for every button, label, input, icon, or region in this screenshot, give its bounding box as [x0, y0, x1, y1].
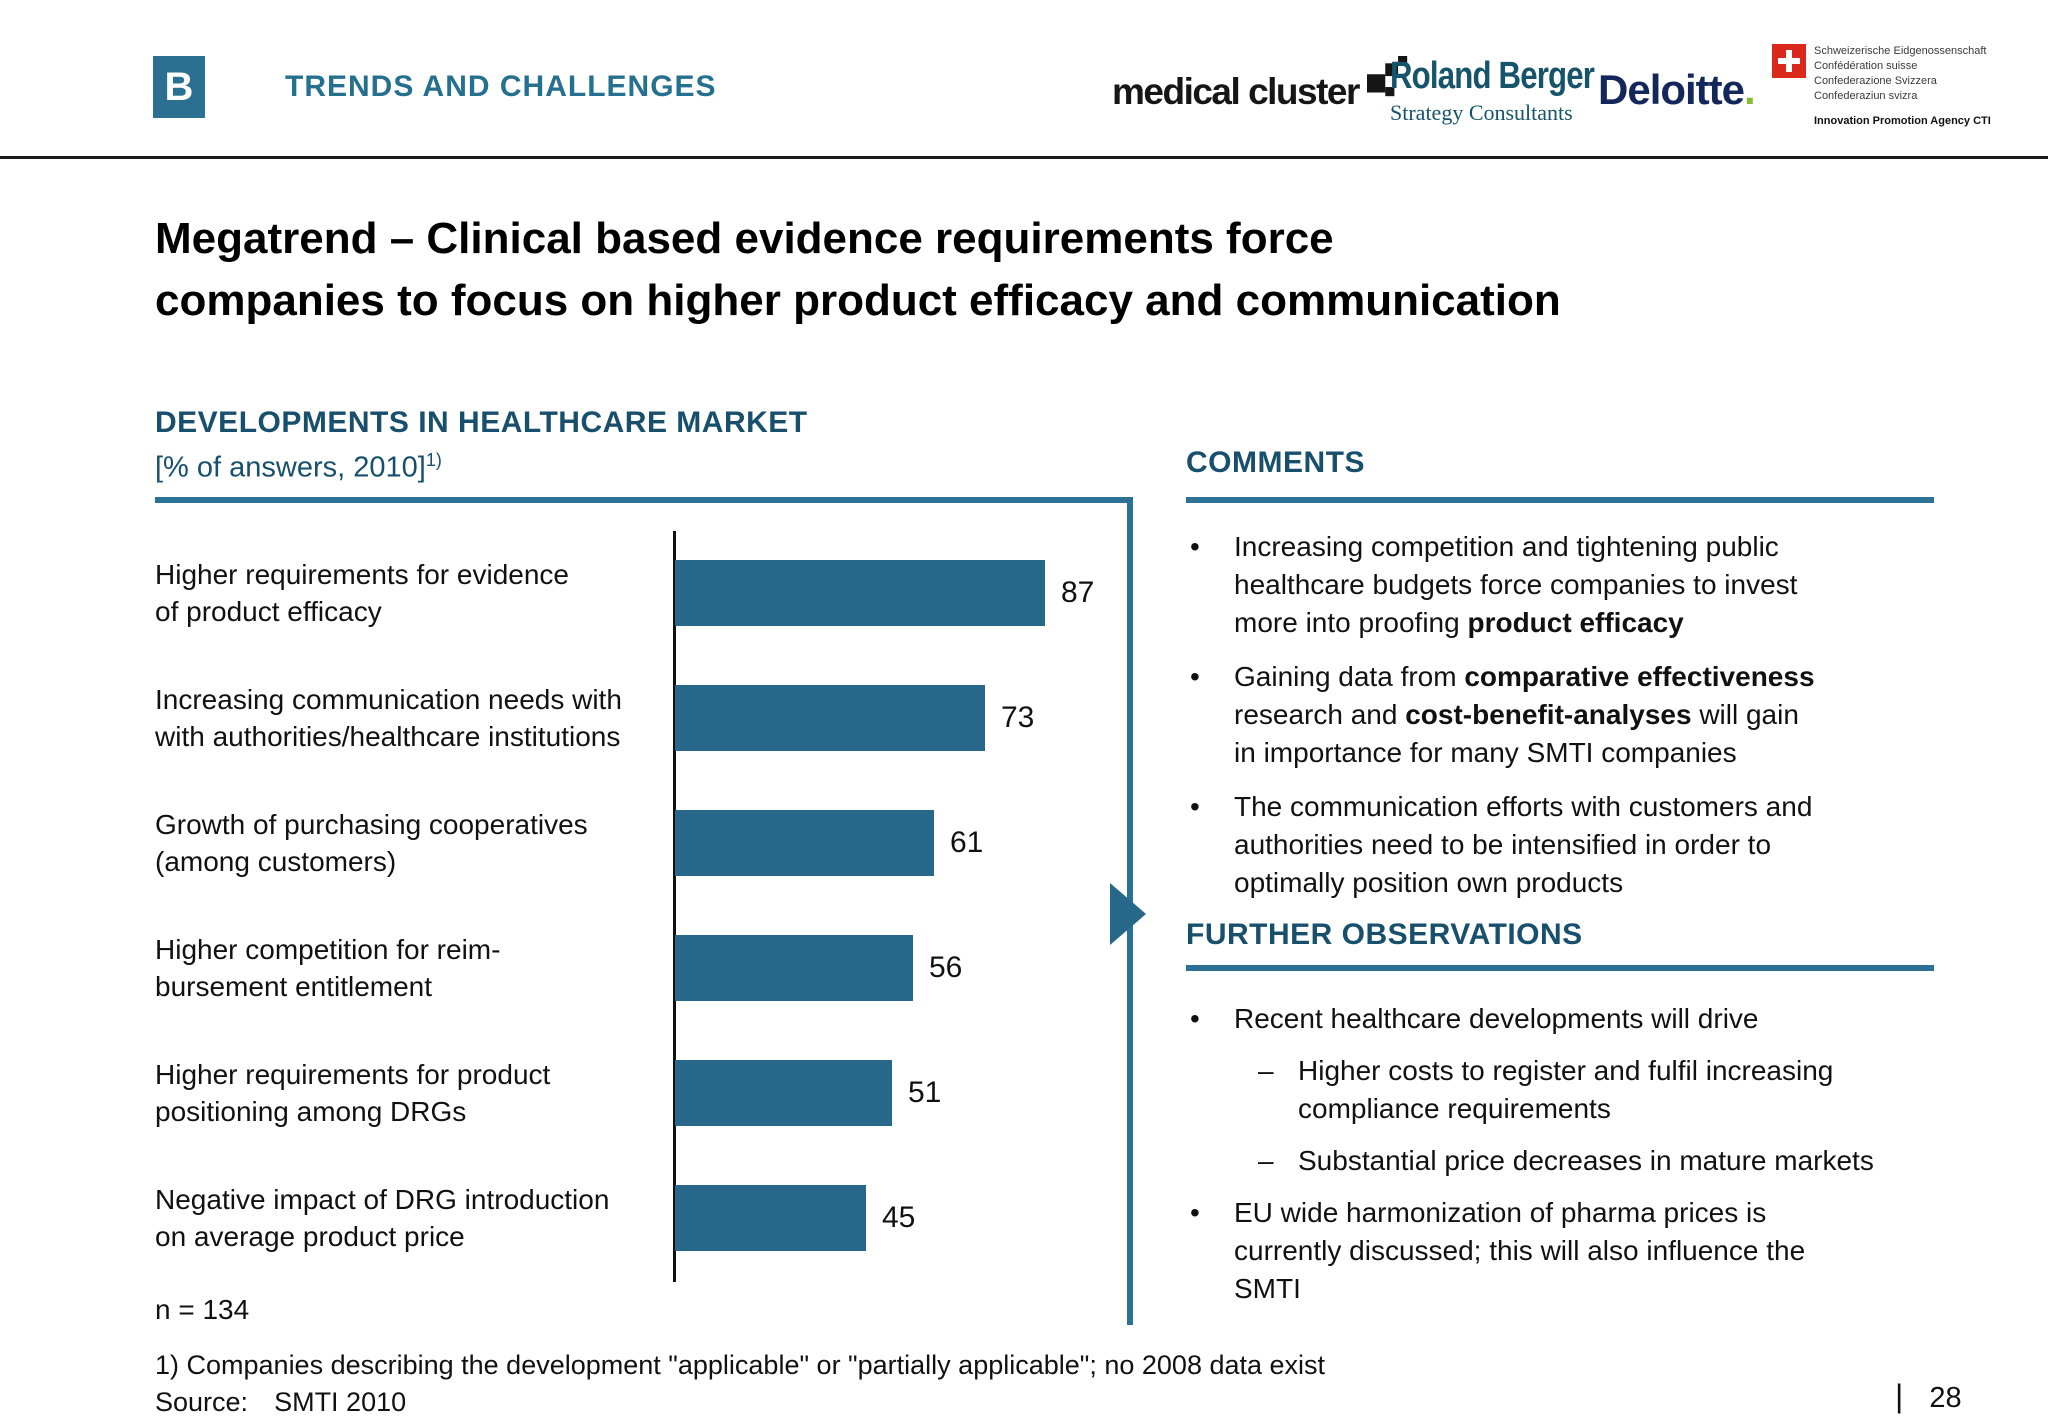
page-title: Megatrend – Clinical based evidence requ…: [155, 214, 1561, 325]
swiss-confederation-logo: Schweizerische Eidgenossenschaft Confédé…: [1772, 44, 1991, 129]
dot-bullet-icon: •: [1190, 531, 1200, 562]
section-badge: B: [153, 56, 205, 118]
chart-bar: [675, 1185, 866, 1251]
page-number-box: | 28: [1895, 1378, 1962, 1415]
medical-cluster-cross-icon: [1366, 56, 1409, 103]
dot-bullet-icon: •: [1190, 661, 1200, 692]
bar-chart: Higher requirements for evidence of prod…: [155, 559, 1135, 1260]
bullet-text: Gaining data from comparative effectiven…: [1234, 661, 1815, 768]
footnote: 1) Companies describing the development …: [155, 1350, 1326, 1380]
dot-bullet-icon: •: [1190, 1003, 1200, 1034]
chart-bar-value: 45: [882, 1201, 916, 1234]
further-observations-list: • Recent healthcare developments will dri…: [1190, 1000, 1960, 1322]
bullet-item: • The communication efforts with customer…: [1190, 788, 1960, 902]
bullet-text: EU wide harmonization of pharma prices i…: [1234, 1197, 1806, 1304]
further-observations-divider: [1186, 965, 1934, 971]
chart-bar-label: Higher requirements for evidence of prod…: [155, 559, 569, 627]
chart-axis-line: [673, 531, 676, 1282]
source-value: SMTI 2010: [274, 1387, 407, 1417]
page-number: 28: [1929, 1382, 1962, 1414]
section-title: TRENDS AND CHALLENGES: [285, 70, 717, 103]
chart-row: Higher requirements for evidence of prod…: [155, 559, 1135, 627]
deloitte-logo-text: Deloitte: [1598, 66, 1745, 113]
swiss-line: Confederaziun svizra: [1814, 90, 1918, 102]
chart-bar-value: 87: [1061, 576, 1095, 609]
deloitte-logo-dot: .: [1744, 66, 1756, 113]
deloitte-logo: Deloitte.: [1598, 66, 1756, 114]
swiss-line: Schweizerische Eidgenossenschaft: [1814, 45, 1987, 57]
chart-bar-value: 61: [950, 826, 984, 859]
chart-row: Higher competition for reim- bursement e…: [155, 934, 1135, 1002]
chart-bar: [675, 935, 913, 1001]
bullet-item: • Recent healthcare developments will dri…: [1190, 1000, 1960, 1038]
bullet-text: Higher costs to register and fulfil incr…: [1298, 1055, 1834, 1124]
chart-bar-label: Increasing communication needs with with…: [155, 684, 622, 752]
bullet-text: Substantial price decreases in mature ma…: [1298, 1145, 1874, 1176]
swiss-flag-icon: [1772, 44, 1806, 78]
chart-frame-top-line: [155, 497, 1133, 503]
flow-arrow-icon: [1110, 883, 1146, 945]
further-observations-heading: FURTHER OBSERVATIONS: [1186, 918, 1583, 951]
chart-row: Higher requirements for product position…: [155, 1059, 1135, 1127]
chart-row: Negative impact of DRG introduction on a…: [155, 1184, 1135, 1252]
swiss-confederation-text: Schweizerische Eidgenossenschaft Confédé…: [1814, 44, 1991, 129]
sample-size-label: n = 134: [155, 1294, 250, 1325]
roland-berger-logo: Roland Berger Strategy Consultants: [1390, 55, 1639, 126]
chart-bar-value: 51: [908, 1076, 942, 1109]
bullet-item: • EU wide harmonization of pharma prices …: [1190, 1194, 1960, 1308]
swiss-line: Confederazione Svizzera: [1814, 75, 1937, 87]
chart-row: Growth of purchasing cooperatives (among…: [155, 809, 1135, 877]
chart-bar-label: Growth of purchasing cooperatives (among…: [155, 809, 588, 877]
source-label: Source:: [155, 1387, 249, 1417]
roland-berger-logo-text: Roland Berger: [1390, 55, 1595, 97]
dash-bullet-icon: –: [1258, 1145, 1274, 1176]
chart-bar-value: 56: [929, 951, 963, 984]
bullet-item: • Gaining data from comparative effective…: [1190, 658, 1960, 772]
swiss-line: Confédération suisse: [1814, 60, 1918, 72]
medical-cluster-logo-text: medical cluster: [1112, 71, 1360, 112]
chart-bar: [675, 685, 985, 751]
dot-bullet-icon: •: [1190, 791, 1200, 822]
chart-bar-label: Higher requirements for product position…: [155, 1059, 551, 1127]
bullet-text: Increasing competition and tightening pu…: [1234, 531, 1798, 638]
chart-row: Increasing communication needs with with…: [155, 684, 1135, 752]
medical-cluster-logo: medical cluster: [1112, 56, 1409, 114]
chart-subheading: [% of answers, 2010]1): [155, 450, 442, 484]
bullet-text: The communication efforts with customers…: [1234, 791, 1813, 898]
chart-bar: [675, 1060, 892, 1126]
comments-list: • Increasing competition and tightening p…: [1190, 528, 1960, 918]
chart-footnote-marker: 1): [425, 450, 442, 470]
bullet-text: Recent healthcare developments will driv…: [1234, 1003, 1759, 1034]
roland-berger-logo-subtitle: Strategy Consultants: [1390, 100, 1573, 125]
sub-bullet-item: – Higher costs to register and fulfil inc…: [1258, 1052, 1960, 1128]
dot-bullet-icon: •: [1190, 1197, 1200, 1228]
sub-bullet-item: – Substantial price decreases in mature m…: [1258, 1142, 1960, 1180]
chart-bar-label: Negative impact of DRG introduction on a…: [155, 1184, 610, 1252]
bullet-item: • Increasing competition and tightening p…: [1190, 528, 1960, 642]
chart-bar: [675, 560, 1045, 626]
swiss-agency-label: Innovation Promotion Agency CTI: [1814, 115, 1991, 127]
comments-divider: [1186, 497, 1934, 503]
chart-heading: DEVELOPMENTS IN HEALTHCARE MARKET: [155, 406, 808, 439]
comments-heading: COMMENTS: [1186, 446, 1365, 479]
source-line: Source: SMTI 2010: [155, 1387, 406, 1418]
header-divider: [0, 156, 2048, 159]
page-number-separator: |: [1895, 1378, 1904, 1414]
dash-bullet-icon: –: [1258, 1055, 1274, 1086]
chart-bar-value: 73: [1001, 701, 1035, 734]
chart-bar: [675, 810, 934, 876]
chart-bar-label: Higher competition for reim- bursement e…: [155, 934, 501, 1002]
